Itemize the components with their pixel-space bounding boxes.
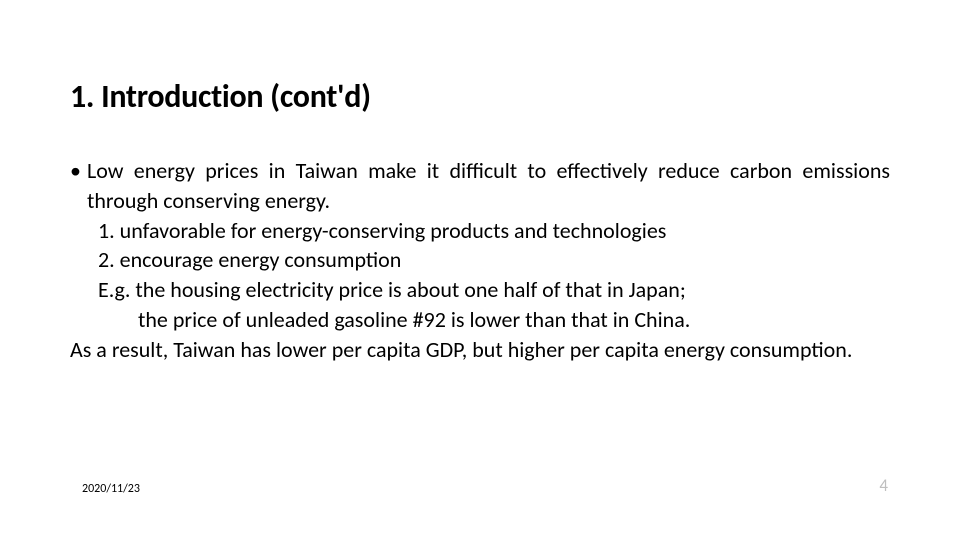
slide-body: • Low energy prices in Taiwan make it di… [70,156,890,364]
bullet-marker: • [70,156,87,215]
sub-point-2: 2. encourage energy consumption [70,245,890,275]
slide: 1. Introduction (cont'd) • Low energy pr… [0,0,960,540]
slide-title: 1. Introduction (cont'd) [70,78,890,116]
example-line-1: E.g. the housing electricity price is ab… [70,275,890,305]
footer-date: 2020/11/23 [82,482,140,496]
bullet-text: Low energy prices in Taiwan make it diff… [87,156,890,215]
result-text: As a result, Taiwan has lower per capita… [70,335,890,365]
example-line-2: the price of unleaded gasoline #92 is lo… [70,305,890,335]
footer-page-number: 4 [879,475,888,496]
bullet-item: • Low energy prices in Taiwan make it di… [70,156,890,215]
sub-point-1: 1. unfavorable for energy-conserving pro… [70,216,890,246]
